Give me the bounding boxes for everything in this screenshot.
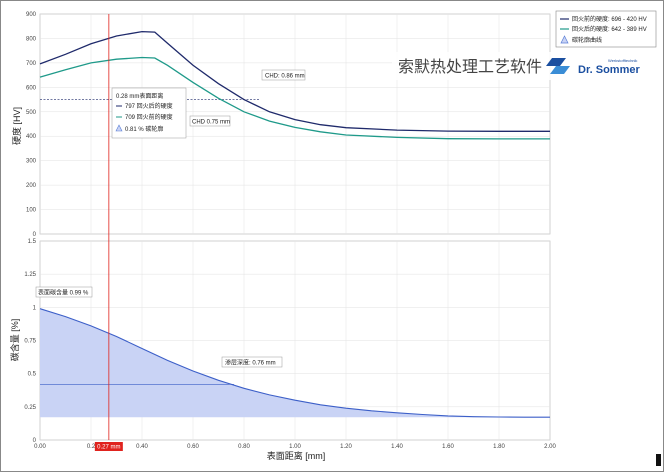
carbon-y-tick-label: 0 [33,438,37,444]
carbon-grid [39,240,551,441]
carbon-y-axis-label: 碳含量 [%] [9,319,20,362]
hardness-before-line [39,30,550,132]
carbon-y-tick-label: 1.25 [24,272,36,278]
chd-before-label: CHD: 0.86 mm [265,74,305,80]
cursor-info-row-1: 797 回火后的硬度 [125,102,173,110]
hardness-y-tick-label: 100 [26,208,37,214]
x-tick-label: 1.00 [289,444,301,450]
cursor-value-badge[interactable] [94,442,123,451]
x-tick-label: 1.40 [391,444,403,450]
watermark-brand: Dr. Sommer [578,64,640,76]
carbon-plot: 0 0.25 0.5 0.75 1 1.25 1.5 0.00 0.2 0.40 0.60 0.80… [9,239,556,461]
hardness-y-tick-label: 500 [26,110,37,116]
triangle-icon [560,35,569,44]
legend-label-after: 回火后的硬度: 642 - 389 HV [572,25,647,33]
surface-carbon-label: 表面碳含量 0.99 % [38,289,89,297]
carbon-y-tick-label: 0.75 [24,339,36,345]
x-tick-label: 1.80 [493,444,505,450]
hardness-y-tick-label: 600 [26,85,37,91]
carbon-series [39,308,550,418]
hardness-after-line [39,56,550,140]
x-tick-label: 0.00 [34,444,46,450]
hardness-y-tick-label: 400 [26,134,37,140]
x-tick-label: 0.60 [187,444,199,450]
hardness-y-ticks: 0 100 200 300 400 500 600 700 800 900 [26,12,37,238]
watermark-brand-tag: Werkstofftechnik [608,58,637,63]
cursor-info-title: 0.28 mm表面距离 [116,92,163,100]
x-tick-label: 0.2 [87,444,96,450]
x-tick-label: 1.60 [442,444,454,450]
triangle-icon [115,124,123,132]
chd-after-label: CHD 0.75 mm [192,120,230,126]
legend-label-carbon: 碳轮廓曲线 [572,36,602,44]
hardness-y-tick-label: 700 [26,61,37,67]
hardness-y-tick-label: 900 [26,12,37,18]
watermark-bg [392,52,654,80]
legend: 回火前的硬度: 696 - 420 HV 回火后的硬度: 642 - 389 H… [555,10,657,48]
x-axis-label: 表面距离 [mm] [267,450,326,461]
hardness-y-tick-label: 200 [26,183,37,189]
carbon-area-fill [40,308,550,418]
corner-marker [656,454,661,466]
cursor-info-row-3: 0.81 % 碳轮廓 [125,125,163,133]
dr-sommer-logo-icon [546,58,570,74]
hardness-plot: 0 100 200 300 400 500 600 700 800 900 硬度 [HV] [11,12,551,238]
watermark: 索默热处理工艺软件 Dr. Sommer Werkstofftechnik [392,52,654,80]
carbon-profile-line [39,308,550,418]
hardness-y-tick-label: 300 [26,159,37,165]
hardness-y-tick-label: 0 [33,232,37,238]
watermark-text: 索默热处理工艺软件 [398,58,542,76]
x-tick-label: 2.00 [544,444,556,450]
chd-before-box [261,69,306,81]
hardness-y-tick-label: 800 [26,36,37,42]
hardness-y-axis-label: 硬度 [HV] [11,107,22,145]
cursor-info-row-2: 709 回火前的硬度 [125,113,173,121]
cursor-info-box [111,87,187,139]
legend-label-before: 回火前的硬度: 696 - 420 HV [572,15,647,23]
carbon-annotations: 表面碳含量 0.99 % 渗层深度: 0.76 mm [35,286,283,368]
x-tick-label: 0.40 [136,444,148,450]
surface-carbon-box [35,286,93,298]
carbon-y-tick-label: 1.5 [28,239,37,245]
hardness-annotations: CHD: 0.86 mm CHD 0.75 mm 0.28 mm表面距离 797… [111,69,306,139]
cursor-value-label: 0.27 mm [97,445,120,451]
carbon-y-tick-label: 0.5 [28,372,37,378]
case-depth-box [221,356,283,368]
cursor-line-group[interactable]: 0.27 mm [94,14,123,451]
carbon-y-tick-label: 0.25 [24,405,36,411]
x-tick-label: 1.20 [340,444,352,450]
carbon-y-tick-label: 1 [33,305,37,311]
case-depth-label: 渗层深度: 0.76 mm [225,359,276,367]
carbon-x-ticks: 0.00 0.2 0.40 0.60 0.80 1.00 1.20 1.40 1.60 1.80 2… [34,444,556,450]
legend-box [555,10,657,48]
x-tick-label: 0.80 [238,444,250,450]
chd-after-box [189,115,231,127]
carbon-y-ticks: 0 0.25 0.5 0.75 1 1.25 1.5 [24,239,36,444]
